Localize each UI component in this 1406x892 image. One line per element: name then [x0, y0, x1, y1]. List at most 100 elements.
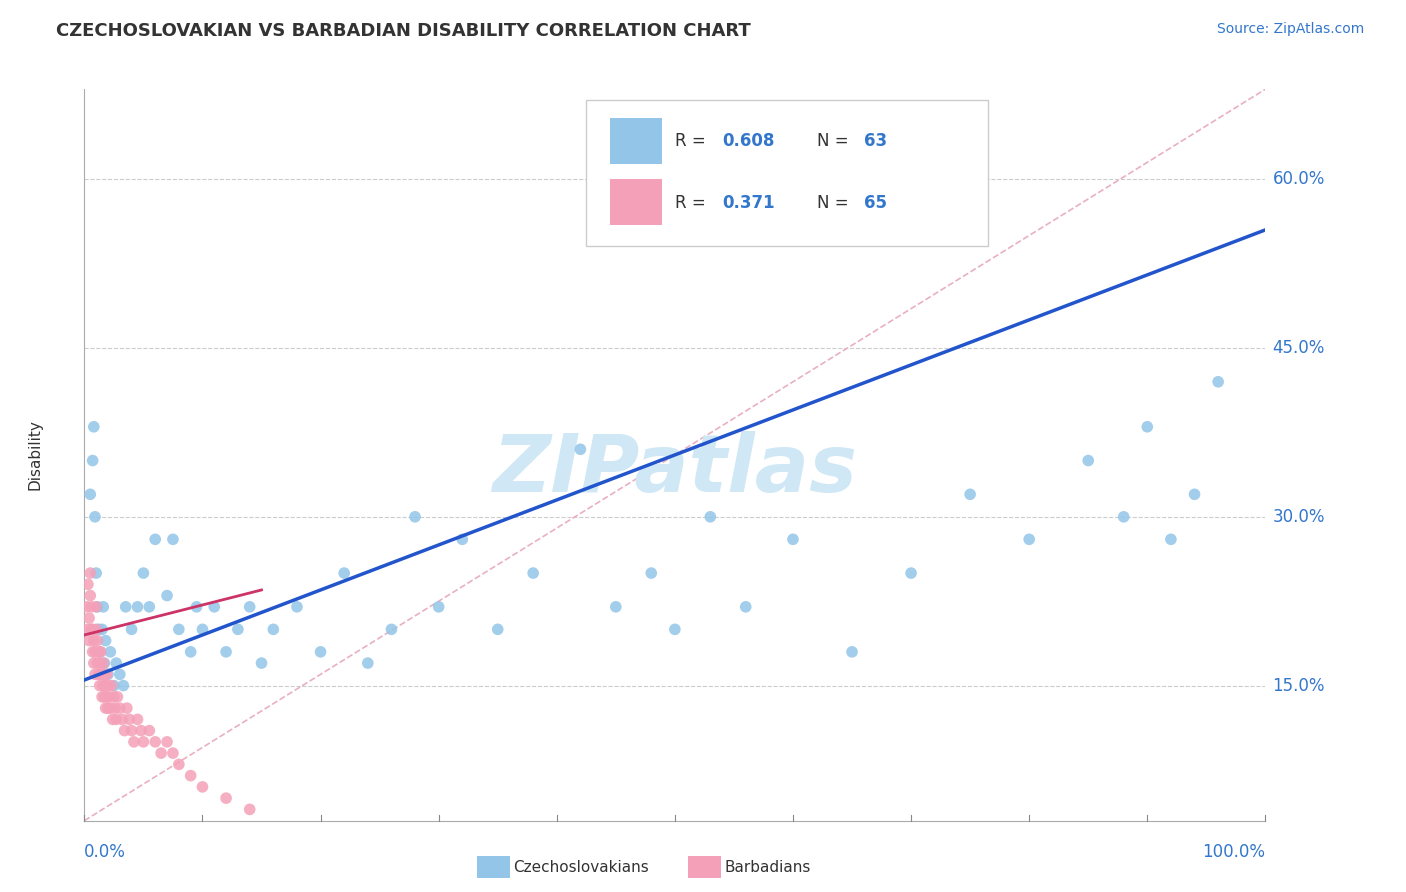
Point: [91, 667, 114, 681]
Point: [900, 566, 922, 580]
Point: [132, 566, 155, 580]
Point: [1077, 453, 1099, 467]
Point: [115, 701, 138, 715]
Point: [79, 566, 101, 580]
Point: [782, 533, 804, 547]
Point: [107, 690, 129, 704]
Point: [699, 509, 721, 524]
Text: CZECHOSLOVAKIAN VS BARBADIAN DISABILITY CORRELATION CHART: CZECHOSLOVAKIAN VS BARBADIAN DISABILITY …: [56, 22, 751, 40]
Point: [664, 623, 686, 637]
Point: [91, 690, 114, 704]
Point: [89, 645, 111, 659]
Point: [90, 667, 112, 681]
Text: Barbadians: Barbadians: [724, 860, 810, 874]
Point: [841, 645, 863, 659]
Point: [82, 623, 104, 637]
Text: ZIPatlas: ZIPatlas: [492, 431, 858, 508]
Point: [239, 599, 262, 614]
Text: 15.0%: 15.0%: [1272, 677, 1324, 695]
Text: R =: R =: [675, 132, 711, 150]
Point: [404, 509, 426, 524]
Point: [156, 589, 179, 603]
Point: [79, 589, 101, 603]
Text: R =: R =: [675, 194, 716, 211]
Point: [522, 566, 544, 580]
Point: [91, 599, 114, 614]
Point: [180, 769, 202, 783]
Point: [89, 679, 111, 693]
Point: [90, 645, 112, 659]
Point: [108, 667, 131, 681]
Point: [138, 599, 160, 614]
Point: [100, 679, 122, 693]
Point: [93, 667, 115, 681]
Point: [1206, 375, 1229, 389]
Point: [80, 623, 103, 637]
Point: [97, 667, 120, 681]
Point: [180, 645, 202, 659]
Point: [150, 746, 173, 760]
Point: [108, 701, 131, 715]
Point: [93, 656, 115, 670]
Point: [239, 802, 262, 816]
Text: Czechoslovakians: Czechoslovakians: [513, 860, 650, 874]
Point: [82, 453, 104, 467]
Point: [569, 442, 592, 457]
Point: [357, 656, 380, 670]
Point: [97, 679, 120, 693]
Point: [104, 701, 127, 715]
Point: [94, 679, 117, 693]
Point: [91, 623, 114, 637]
Point: [156, 735, 179, 749]
Point: [127, 712, 149, 726]
Point: [186, 599, 208, 614]
Text: 65: 65: [863, 194, 887, 211]
Point: [105, 656, 128, 670]
Point: [84, 623, 107, 637]
Point: [103, 679, 125, 693]
Point: [114, 723, 136, 738]
Point: [86, 656, 108, 670]
Point: [84, 509, 107, 524]
Point: [129, 723, 152, 738]
Point: [87, 623, 110, 637]
Text: 0.608: 0.608: [723, 132, 775, 150]
Point: [640, 566, 662, 580]
Point: [94, 633, 117, 648]
Point: [121, 623, 143, 637]
Point: [77, 633, 100, 648]
Point: [114, 599, 136, 614]
Point: [105, 712, 128, 726]
Point: [121, 723, 143, 738]
Point: [79, 487, 101, 501]
Point: [94, 701, 117, 715]
Point: [89, 656, 111, 670]
Point: [87, 645, 110, 659]
Point: [96, 667, 118, 681]
Point: [84, 599, 107, 614]
Point: [83, 633, 105, 648]
Point: [309, 645, 332, 659]
Point: [86, 599, 108, 614]
Text: Disability: Disability: [28, 419, 42, 491]
Point: [77, 611, 100, 625]
Point: [605, 599, 627, 614]
Point: [80, 599, 103, 614]
FancyBboxPatch shape: [610, 179, 662, 225]
Point: [82, 645, 104, 659]
Point: [103, 690, 125, 704]
Text: N =: N =: [817, 194, 853, 211]
Text: 45.0%: 45.0%: [1272, 339, 1324, 357]
Point: [138, 723, 160, 738]
Point: [215, 645, 238, 659]
Point: [215, 791, 238, 805]
Point: [191, 623, 214, 637]
Point: [191, 780, 214, 794]
Point: [1184, 487, 1206, 501]
Point: [1160, 533, 1182, 547]
Text: 60.0%: 60.0%: [1272, 170, 1324, 188]
Point: [86, 633, 108, 648]
Point: [84, 645, 107, 659]
FancyBboxPatch shape: [586, 100, 988, 246]
Point: [84, 566, 107, 580]
